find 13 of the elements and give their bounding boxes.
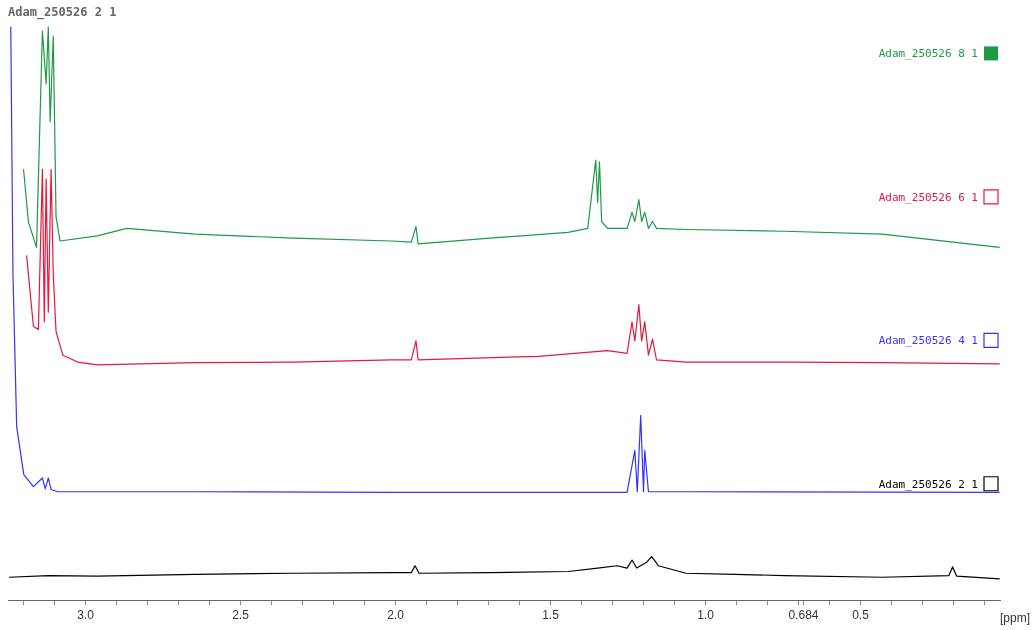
x-tick-label: 1.0 [697, 607, 715, 622]
legend-label: Adam_250526 6 1 [878, 190, 978, 204]
x-tick-label: 3.0 [77, 607, 95, 622]
x-tick-label: 1.5 [542, 607, 560, 622]
chart-title: Adam_250526 2 1 [8, 5, 117, 21]
x-tick-label: 0.684 [788, 607, 819, 622]
x-tick-label: 2.5 [232, 607, 250, 622]
legend-label: Adam_250526 4 1 [878, 334, 978, 348]
x-axis-title: [ppm] [1000, 611, 1031, 626]
legend-label: Adam_250526 2 1 [878, 477, 978, 491]
legend-label: Adam_250526 8 1 [878, 47, 978, 61]
x-tick-label: 0.5 [852, 607, 870, 622]
x-tick-label: 2.0 [387, 607, 405, 622]
